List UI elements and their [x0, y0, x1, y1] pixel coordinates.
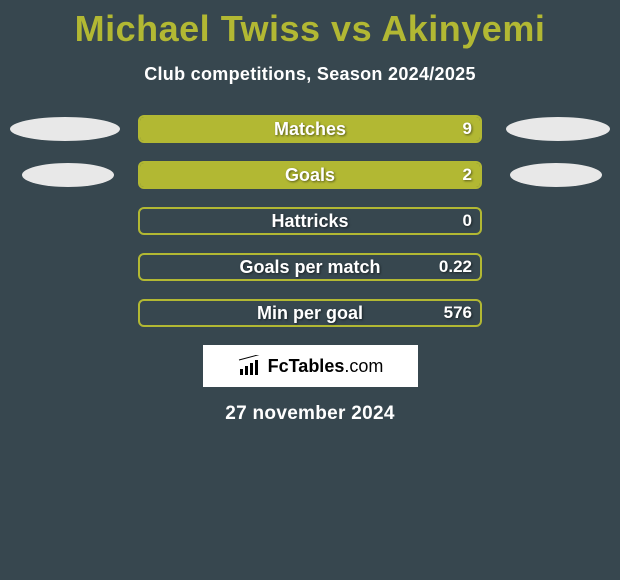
- bar-track: [138, 207, 482, 235]
- subtitle: Club competitions, Season 2024/2025: [0, 64, 620, 85]
- page-title: Michael Twiss vs Akinyemi: [0, 0, 620, 50]
- bar-track: [138, 299, 482, 327]
- stat-row-matches: Matches 9: [10, 115, 610, 143]
- right-ellipse: [506, 117, 610, 141]
- bar-track: [138, 253, 482, 281]
- date-label: 27 november 2024: [0, 403, 620, 425]
- stat-row-min-per-goal: Min per goal 576: [10, 299, 610, 327]
- left-ellipse: [22, 163, 114, 187]
- stat-row-goals-per-match: Goals per match 0.22: [10, 253, 610, 281]
- fctables-logo: FcTables.com: [203, 345, 418, 387]
- bar-track: [138, 161, 482, 189]
- stat-row-hattricks: Hattricks 0: [10, 207, 610, 235]
- stats-area: Matches 9 Goals 2 Hattricks 0 Goals per …: [0, 115, 620, 327]
- stat-row-goals: Goals 2: [10, 161, 610, 189]
- bar-track: [138, 115, 482, 143]
- logo-text: FcTables.com: [268, 356, 384, 377]
- left-ellipse: [10, 117, 120, 141]
- bar-chart-icon: [237, 355, 263, 377]
- bar-fill: [140, 163, 480, 187]
- bar-fill: [140, 117, 480, 141]
- right-ellipse: [510, 163, 602, 187]
- logo-inner: FcTables.com: [237, 355, 384, 377]
